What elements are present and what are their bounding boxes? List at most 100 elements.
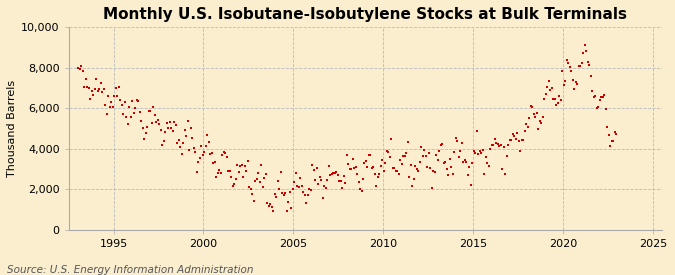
Point <box>435 142 446 147</box>
Point <box>450 136 461 140</box>
Point <box>483 163 494 168</box>
Point <box>292 183 302 188</box>
Point <box>425 166 436 170</box>
Point <box>155 128 166 132</box>
Point <box>251 177 262 181</box>
Point <box>286 206 296 210</box>
Point <box>386 137 397 141</box>
Point <box>193 160 204 165</box>
Point <box>460 158 470 162</box>
Point <box>337 186 348 190</box>
Point <box>300 201 311 205</box>
Point <box>130 106 140 110</box>
Point <box>567 78 578 82</box>
Point <box>380 161 391 165</box>
Point <box>446 165 457 169</box>
Point <box>326 172 337 176</box>
Point <box>456 140 467 145</box>
Point <box>545 87 556 92</box>
Point <box>365 153 376 157</box>
Point <box>304 187 315 192</box>
Point <box>341 153 352 157</box>
Point <box>265 201 275 206</box>
Point <box>610 130 620 134</box>
Point <box>471 129 482 133</box>
Point <box>350 165 361 169</box>
Point <box>232 163 242 167</box>
Point <box>122 122 133 126</box>
Point <box>289 180 300 184</box>
Point <box>348 166 359 170</box>
Point <box>418 153 429 158</box>
Point <box>302 192 313 197</box>
Point <box>209 160 220 164</box>
Point <box>145 109 156 113</box>
Point <box>358 177 369 181</box>
Point <box>169 120 180 125</box>
Point <box>325 173 335 177</box>
Point <box>570 79 581 84</box>
Point <box>252 171 263 175</box>
Point <box>319 184 329 189</box>
Point <box>563 61 574 65</box>
Point <box>353 180 364 184</box>
Point <box>404 175 415 180</box>
Point <box>78 69 88 73</box>
Point <box>112 94 123 98</box>
Point <box>275 170 286 175</box>
Point <box>398 154 409 158</box>
Point <box>85 97 96 101</box>
Point <box>529 111 539 116</box>
Point <box>287 187 298 191</box>
Point <box>408 177 419 181</box>
Point <box>423 150 434 155</box>
Point <box>377 157 388 162</box>
Point <box>402 139 413 144</box>
Point <box>94 87 105 91</box>
Point <box>560 78 570 83</box>
Text: Source: U.S. Energy Information Administration: Source: U.S. Energy Information Administ… <box>7 265 253 275</box>
Point <box>211 174 221 179</box>
Point <box>296 183 307 188</box>
Point <box>263 204 274 208</box>
Point <box>551 102 562 107</box>
Point <box>461 160 472 164</box>
Point <box>352 172 362 176</box>
Point <box>482 161 493 166</box>
Point <box>493 142 504 146</box>
Point <box>470 151 481 156</box>
Point <box>464 165 475 169</box>
Point <box>347 157 358 161</box>
Point <box>536 120 547 125</box>
Point <box>170 123 181 128</box>
Point <box>421 154 431 158</box>
Point <box>422 164 433 169</box>
Point <box>223 169 234 173</box>
Point <box>503 142 514 147</box>
Point <box>101 112 112 116</box>
Point <box>214 168 225 172</box>
Point <box>115 98 126 102</box>
Point <box>271 194 281 199</box>
Point <box>481 155 491 159</box>
Point <box>119 100 130 104</box>
Point <box>74 67 85 71</box>
Point <box>554 94 565 98</box>
Point <box>167 129 178 133</box>
Point <box>389 166 400 170</box>
Point <box>504 138 515 142</box>
Point <box>149 112 160 117</box>
Point <box>597 95 608 99</box>
Point <box>95 81 106 86</box>
Point <box>549 97 560 101</box>
Point <box>262 201 273 206</box>
Point <box>172 140 183 145</box>
Point <box>227 183 238 188</box>
Point <box>299 193 310 197</box>
Point <box>196 144 207 148</box>
Point <box>283 200 294 204</box>
Point <box>235 164 246 168</box>
Point <box>199 150 210 154</box>
Point <box>279 191 290 195</box>
Point <box>234 170 244 174</box>
